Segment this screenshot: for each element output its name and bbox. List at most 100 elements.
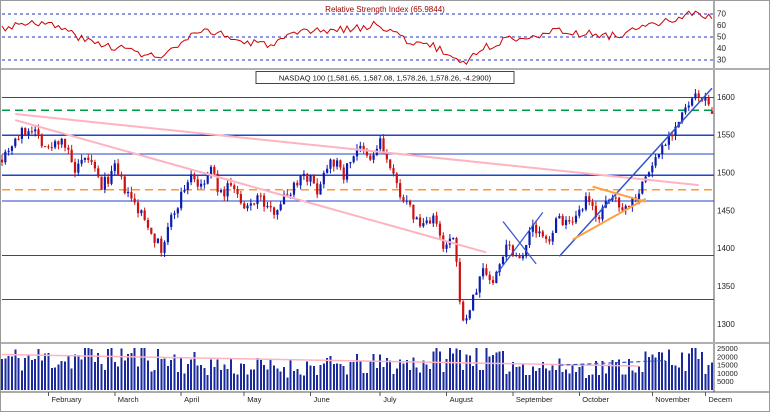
candle-body-down bbox=[316, 183, 319, 195]
volume-bar bbox=[312, 366, 315, 390]
candle-body-down bbox=[312, 175, 315, 184]
volume-bar bbox=[14, 349, 17, 390]
volume-bar bbox=[468, 355, 471, 390]
candle-body-up bbox=[10, 146, 14, 151]
volume-bar bbox=[24, 357, 27, 390]
price-axis-label: 1550 bbox=[717, 131, 735, 140]
candle-body-up bbox=[282, 194, 286, 205]
volume-bar bbox=[558, 358, 561, 390]
candle-body-down bbox=[382, 138, 385, 153]
candle-body-up bbox=[183, 189, 186, 192]
candle-body-up bbox=[641, 181, 644, 194]
candle-body-up bbox=[498, 264, 501, 272]
candle-body-up bbox=[302, 173, 306, 176]
panel-separator-bottom bbox=[0, 342, 770, 344]
candle-body-down bbox=[236, 189, 239, 195]
candle-body-down bbox=[253, 203, 256, 205]
volume-bar bbox=[140, 347, 143, 390]
volume-bar bbox=[415, 367, 418, 390]
candle-body-up bbox=[14, 138, 17, 147]
volume-bar bbox=[462, 369, 465, 390]
volume-bar bbox=[226, 369, 229, 390]
volume-bar bbox=[166, 366, 169, 390]
volume-bar bbox=[103, 369, 106, 390]
candle-body-up bbox=[674, 126, 677, 136]
candle-body-up bbox=[206, 175, 209, 184]
volume-bar bbox=[246, 374, 249, 390]
candle-body-up bbox=[190, 174, 193, 183]
candle-body-down bbox=[568, 220, 571, 222]
volume-bar bbox=[604, 373, 607, 390]
candle-body-down bbox=[306, 173, 309, 182]
rsi-line bbox=[1, 10, 713, 65]
candle-body-up bbox=[379, 138, 382, 149]
candle-body-down bbox=[389, 159, 392, 169]
candle-body-up bbox=[4, 151, 7, 163]
candle-body-up bbox=[475, 292, 478, 295]
volume-bar bbox=[87, 347, 90, 390]
volume-bar bbox=[213, 366, 216, 390]
volume-bar bbox=[661, 352, 664, 390]
volume-bar bbox=[548, 370, 551, 390]
volume-bar bbox=[432, 351, 435, 390]
volume-bar bbox=[385, 358, 388, 390]
candle-body-down bbox=[160, 238, 163, 253]
volume-bar bbox=[555, 370, 558, 390]
volume-bar bbox=[492, 355, 495, 390]
candle-body-down bbox=[213, 166, 216, 174]
volume-bar bbox=[193, 351, 196, 390]
volume-bar bbox=[210, 359, 213, 390]
candle-body-up bbox=[355, 148, 359, 157]
candle-body-down bbox=[614, 197, 617, 199]
candle-body-down bbox=[535, 224, 538, 234]
volume-bar bbox=[27, 355, 30, 390]
candle-body-down bbox=[17, 138, 20, 140]
volume-bar bbox=[356, 354, 358, 390]
candle-body-down bbox=[233, 185, 236, 190]
candle-body-up bbox=[110, 170, 113, 184]
volume-bar bbox=[302, 375, 305, 390]
volume-bar bbox=[349, 362, 352, 390]
volume-bar bbox=[412, 357, 415, 390]
volume-bar bbox=[584, 377, 587, 390]
blue-short-descending-line bbox=[502, 221, 537, 265]
candle-body-down bbox=[269, 206, 272, 208]
volume-bar bbox=[628, 358, 631, 390]
month-label: Decem bbox=[708, 395, 732, 404]
candle-body-up bbox=[27, 131, 30, 135]
candle-body-up bbox=[405, 200, 408, 202]
candle-body-up bbox=[554, 218, 558, 233]
volume-bar bbox=[316, 374, 319, 390]
volume-bar bbox=[711, 362, 713, 390]
volume-bar bbox=[671, 365, 674, 390]
volume-bar bbox=[299, 374, 302, 390]
volume-bar bbox=[156, 348, 159, 390]
candle-body-up bbox=[478, 276, 481, 293]
volume-bar bbox=[80, 359, 83, 390]
volume-bar bbox=[279, 371, 282, 390]
candle-body-up bbox=[501, 256, 505, 265]
candle-body-up bbox=[209, 166, 213, 176]
candle-body-up bbox=[352, 156, 355, 163]
volume-bar bbox=[176, 371, 179, 390]
candle-body-up bbox=[551, 232, 554, 242]
volume-bar bbox=[422, 360, 425, 390]
volume-bar bbox=[332, 363, 335, 390]
candle-body-up bbox=[219, 190, 223, 192]
candle-body-down bbox=[117, 163, 120, 175]
candle-body-up bbox=[349, 162, 352, 164]
volume-bar bbox=[283, 366, 286, 390]
volume-bar bbox=[505, 374, 508, 390]
candle-body-up bbox=[176, 208, 179, 214]
volume-bar bbox=[90, 348, 93, 390]
volume-bar bbox=[478, 370, 481, 390]
candle-body-up bbox=[156, 238, 160, 243]
volume-axis-label: 20000 bbox=[717, 352, 738, 361]
volume-bar bbox=[515, 366, 518, 390]
volume-bar bbox=[399, 359, 402, 390]
candle-body-down bbox=[296, 182, 299, 186]
month-label: November bbox=[655, 395, 690, 404]
